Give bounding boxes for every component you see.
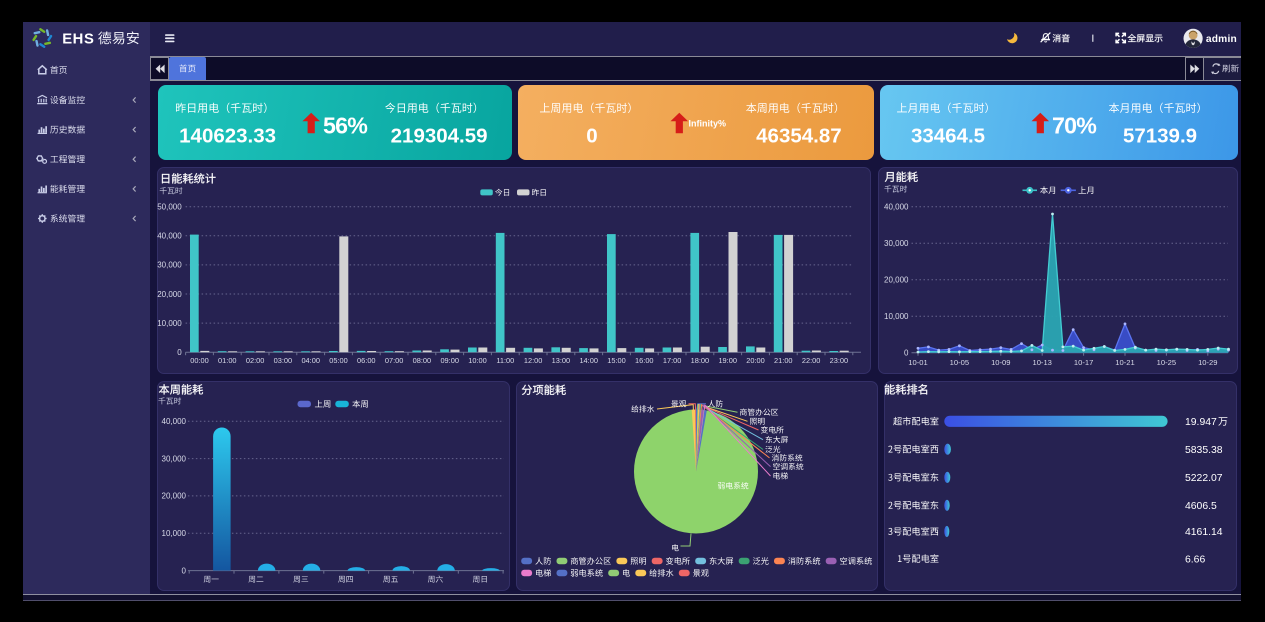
svg-text:10-17: 10-17 bbox=[1074, 358, 1093, 367]
svg-text:17:00: 17:00 bbox=[663, 356, 682, 365]
svg-text:admin: admin bbox=[1206, 34, 1237, 45]
svg-text:18:00: 18:00 bbox=[691, 356, 710, 365]
svg-text:05:00: 05:00 bbox=[329, 356, 348, 365]
svg-text:70%: 70% bbox=[1052, 113, 1096, 139]
svg-text:30,000: 30,000 bbox=[162, 454, 187, 463]
svg-text:10:00: 10:00 bbox=[468, 356, 487, 365]
svg-text:50,000: 50,000 bbox=[157, 203, 182, 212]
svg-text:0: 0 bbox=[182, 566, 187, 575]
svg-text:13:00: 13:00 bbox=[552, 356, 571, 365]
svg-text:46354.87: 46354.87 bbox=[756, 125, 842, 148]
svg-text:6.66: 6.66 bbox=[1185, 554, 1205, 565]
svg-text:12:00: 12:00 bbox=[524, 356, 543, 365]
svg-text:15:00: 15:00 bbox=[607, 356, 626, 365]
svg-text:21:00: 21:00 bbox=[774, 356, 793, 365]
svg-text:19:00: 19:00 bbox=[718, 356, 737, 365]
svg-text:10-09: 10-09 bbox=[991, 358, 1010, 367]
svg-text:30,000: 30,000 bbox=[157, 261, 182, 270]
svg-text:33464.5: 33464.5 bbox=[911, 125, 985, 148]
svg-text:40,000: 40,000 bbox=[157, 232, 182, 241]
svg-text:56%: 56% bbox=[323, 113, 367, 139]
svg-text:14:00: 14:00 bbox=[579, 356, 598, 365]
svg-text:16:00: 16:00 bbox=[635, 356, 654, 365]
svg-text:40,000: 40,000 bbox=[162, 417, 187, 426]
svg-text:20,000: 20,000 bbox=[162, 492, 187, 501]
svg-text:06:00: 06:00 bbox=[357, 356, 376, 365]
svg-text:03:00: 03:00 bbox=[274, 356, 293, 365]
svg-text:0: 0 bbox=[177, 348, 182, 357]
svg-text:0: 0 bbox=[586, 125, 597, 148]
svg-text:10-13: 10-13 bbox=[1032, 358, 1051, 367]
svg-text:08:00: 08:00 bbox=[413, 356, 432, 365]
svg-text:01:00: 01:00 bbox=[218, 356, 237, 365]
svg-text:0: 0 bbox=[904, 349, 909, 358]
svg-text:4606.5: 4606.5 bbox=[1185, 501, 1217, 512]
svg-text:4161.14: 4161.14 bbox=[1185, 527, 1223, 538]
svg-text:5222.07: 5222.07 bbox=[1185, 473, 1223, 484]
svg-text:20,000: 20,000 bbox=[157, 290, 182, 299]
svg-text:10,000: 10,000 bbox=[884, 312, 909, 321]
svg-text:20,000: 20,000 bbox=[884, 276, 909, 285]
svg-text:140623.33: 140623.33 bbox=[179, 125, 276, 148]
svg-text:19.947: 19.947 bbox=[1185, 417, 1217, 428]
svg-text:02:00: 02:00 bbox=[246, 356, 265, 365]
svg-text:219304.59: 219304.59 bbox=[391, 125, 488, 148]
svg-text:20:00: 20:00 bbox=[746, 356, 765, 365]
svg-text:22:00: 22:00 bbox=[802, 356, 821, 365]
svg-text:10,000: 10,000 bbox=[157, 319, 182, 328]
svg-text:23:00: 23:00 bbox=[830, 356, 849, 365]
svg-text:5835.38: 5835.38 bbox=[1185, 445, 1223, 456]
svg-text:10-21: 10-21 bbox=[1115, 358, 1134, 367]
svg-text:40,000: 40,000 bbox=[884, 203, 909, 212]
svg-text:Infinity%: Infinity% bbox=[689, 118, 727, 128]
svg-text:57139.9: 57139.9 bbox=[1123, 125, 1197, 148]
svg-text:10-29: 10-29 bbox=[1198, 358, 1217, 367]
svg-text:10-01: 10-01 bbox=[908, 358, 927, 367]
svg-text:07:00: 07:00 bbox=[385, 356, 404, 365]
svg-text:EHS: EHS bbox=[62, 31, 94, 47]
svg-text:04:00: 04:00 bbox=[301, 356, 320, 365]
svg-text:30,000: 30,000 bbox=[884, 239, 909, 248]
svg-text:10,000: 10,000 bbox=[162, 529, 187, 538]
svg-text:11:00: 11:00 bbox=[496, 356, 514, 365]
svg-text:10-05: 10-05 bbox=[950, 358, 969, 367]
svg-text:10-25: 10-25 bbox=[1157, 358, 1176, 367]
svg-text:00:00: 00:00 bbox=[190, 356, 209, 365]
svg-text:09:00: 09:00 bbox=[440, 356, 459, 365]
